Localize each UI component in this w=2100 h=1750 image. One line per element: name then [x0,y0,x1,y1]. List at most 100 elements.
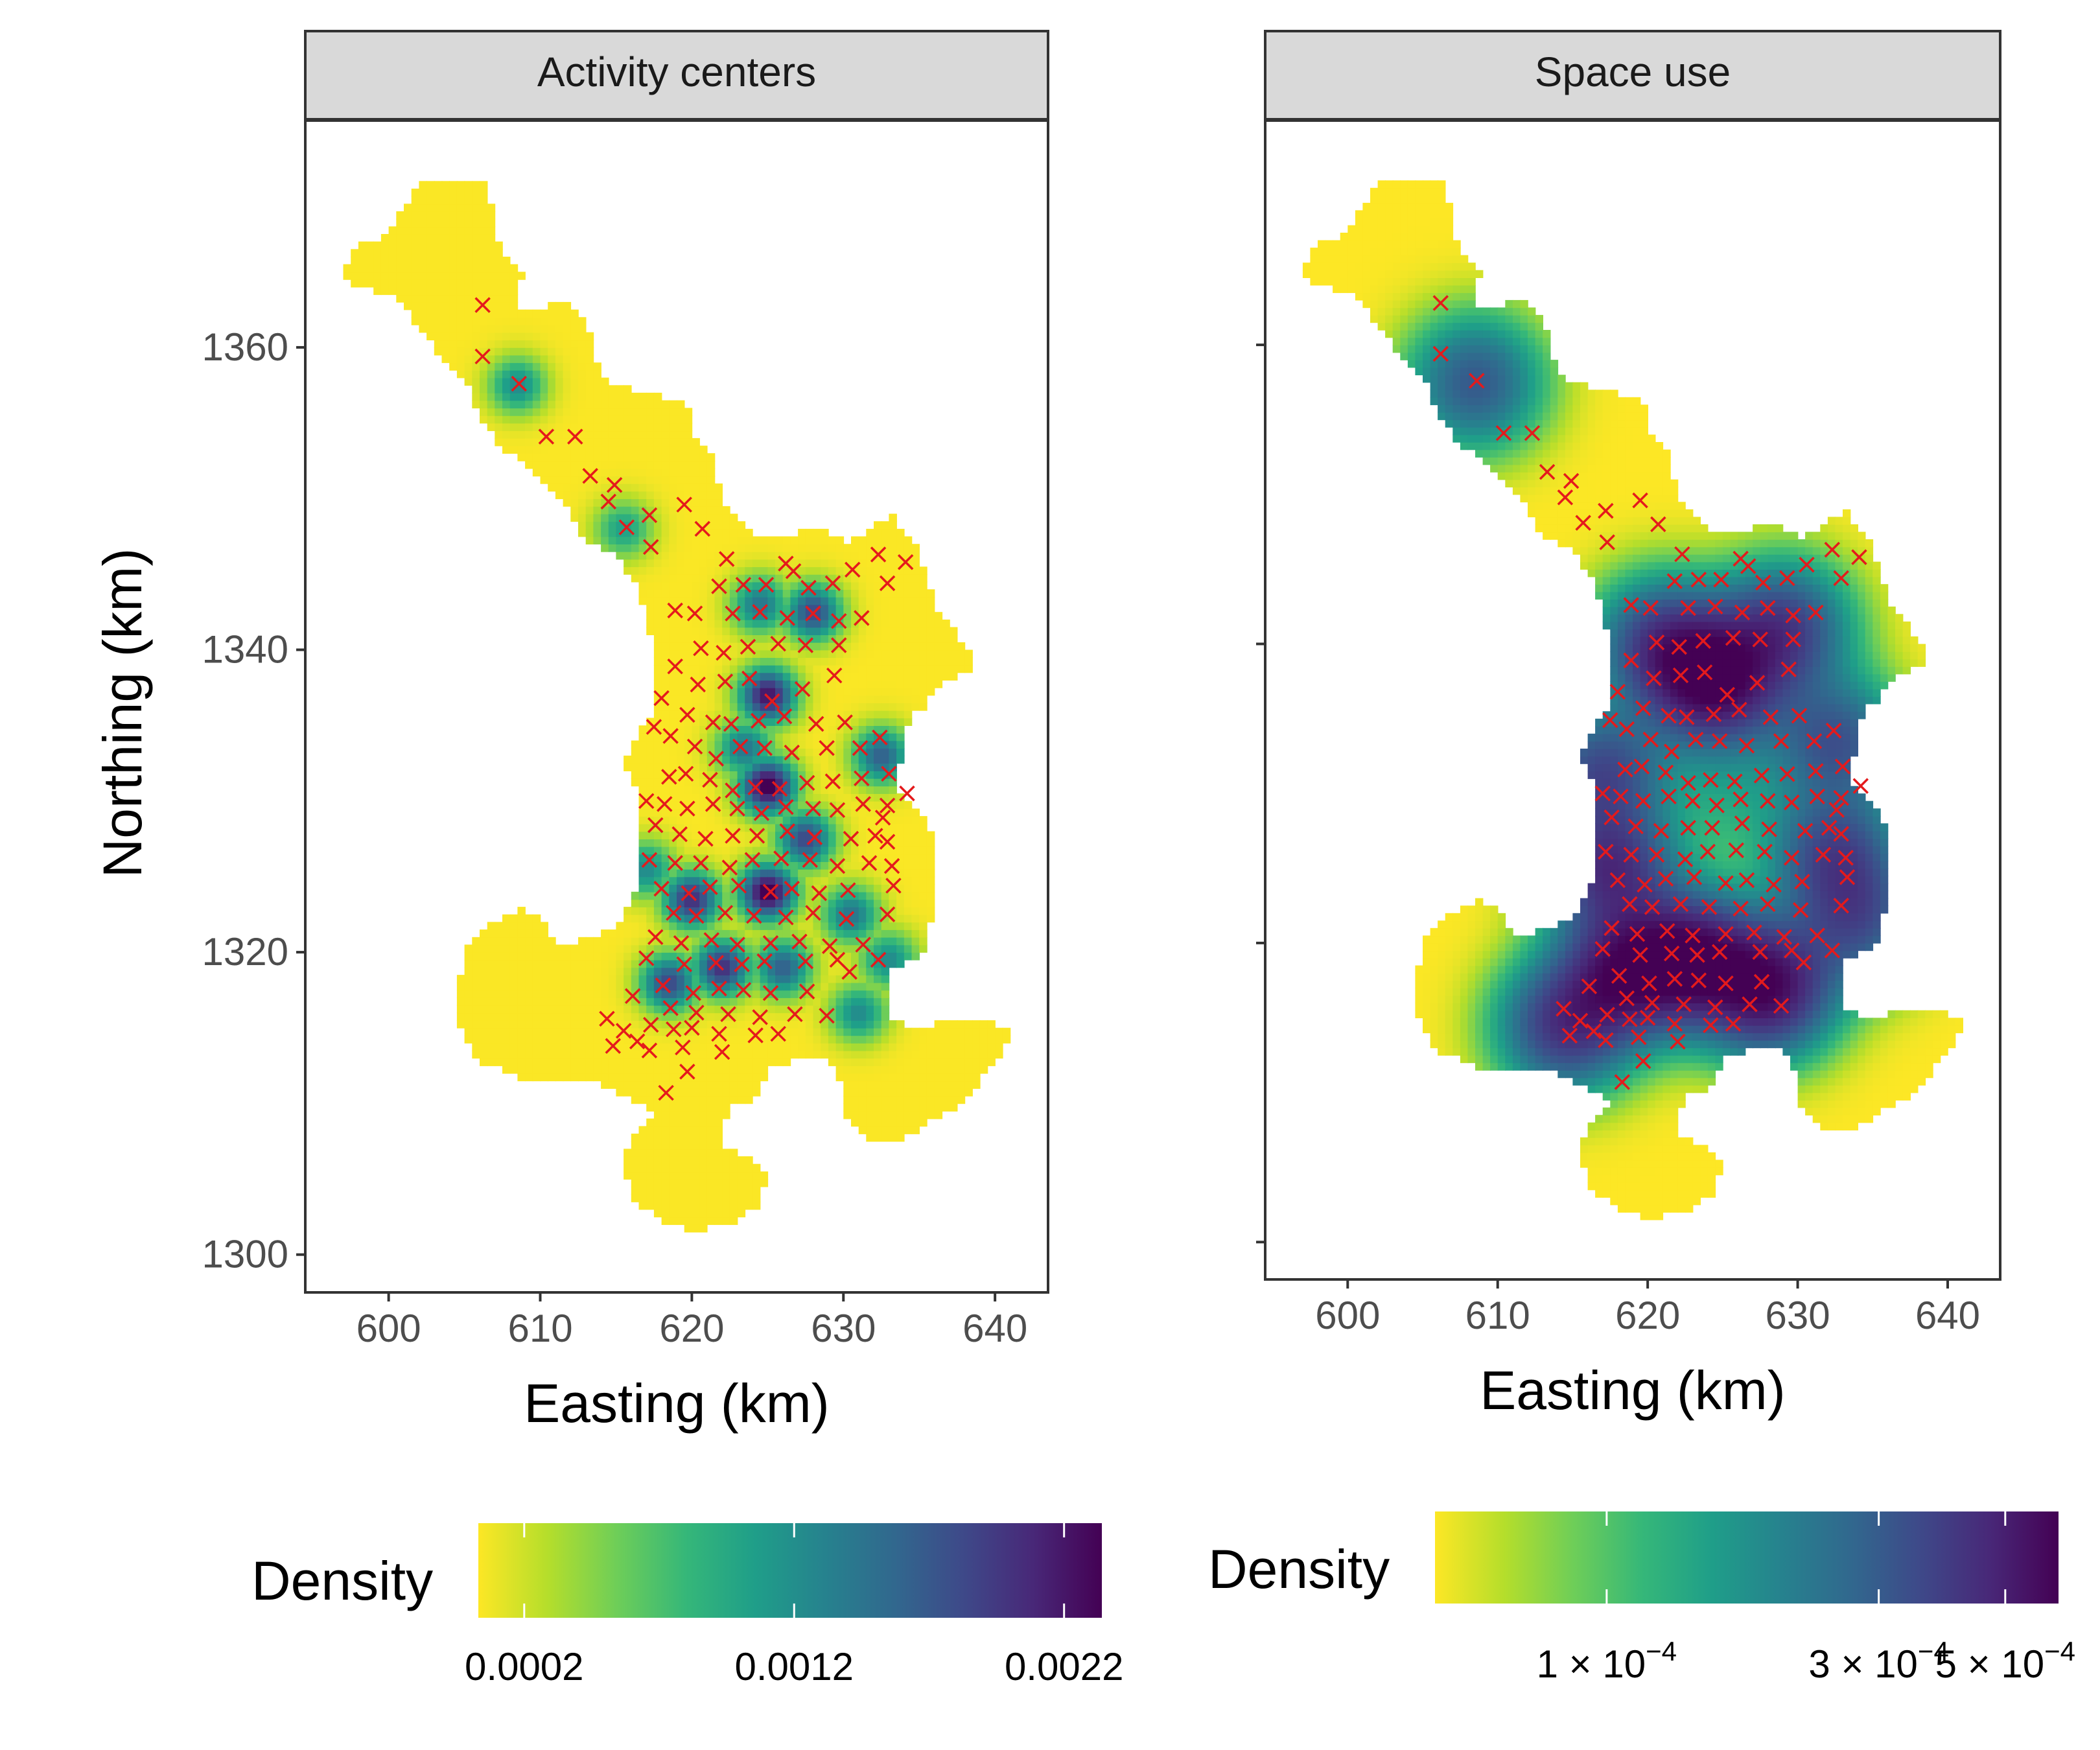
density-cell [601,937,609,946]
density-cell [396,234,404,242]
density-cell [555,400,564,409]
density-cell [904,695,913,703]
density-cell [548,1027,556,1036]
density-cell [813,755,821,764]
density-cell [843,990,852,998]
density-cell [631,574,640,583]
density-cell [419,249,427,257]
density-cell [706,1163,716,1172]
density-cell [881,612,890,620]
density-cell [1407,337,1416,345]
density-cell [646,491,655,500]
density-cell [638,423,647,432]
density-cell [745,1050,753,1059]
activity-center-marker [819,1007,835,1024]
density-cell [1392,337,1401,345]
density-cell [843,861,852,870]
density-cell [706,1186,716,1195]
density-cell [684,649,693,658]
density-cell [661,642,670,651]
density-cell [419,189,427,197]
density-cell [926,604,935,612]
density-cell [502,1043,511,1051]
density-cell [926,680,935,688]
density-cell [798,839,806,847]
density-cell [979,1050,988,1059]
density-cell [706,551,716,560]
density-cell [1355,248,1364,256]
density-cell [456,324,465,333]
density-cell [616,998,624,1006]
density-cell [593,959,601,968]
density-cell [874,1073,882,1082]
density-cell [752,975,761,983]
activity-center-marker [679,706,695,723]
density-cell [722,1179,730,1187]
activity-center-marker [752,603,768,620]
density-cell [706,453,716,461]
density-cell [904,649,913,658]
density-cell [790,635,799,643]
density-cell [706,1103,716,1112]
activity-center-marker [703,932,720,948]
density-cell [911,672,920,681]
density-cell [843,703,852,711]
density-cell [1407,307,1416,316]
density-cell [714,869,723,878]
density-cell [767,839,776,847]
density-cell [950,1020,958,1029]
density-cell [669,1103,677,1112]
density-cell [729,907,738,915]
density-cell [684,536,693,544]
density-cell [525,445,533,454]
density-cell [692,445,700,454]
density-cell [1370,285,1379,294]
density-cell [798,1005,806,1014]
density-cell [874,982,882,991]
density-cell [380,279,390,288]
density-cell [480,937,488,946]
density-cell [646,831,655,839]
density-cell [548,1043,556,1051]
density-cell [692,627,700,635]
density-cell [919,891,928,900]
density-cell [661,1050,670,1059]
density-cell [911,907,920,915]
density-cell [570,1012,579,1021]
density-cell [692,536,700,544]
activity-center-marker [686,605,703,622]
density-cell [866,536,874,544]
density-cell [532,324,541,333]
density-cell [593,1012,601,1021]
density-cell [911,1050,920,1059]
density-cell [692,1134,700,1142]
density-cell [737,899,746,907]
density-cell [699,967,708,975]
density-cell [396,264,404,273]
density-cell [1407,330,1416,338]
density-cell [517,309,526,318]
density-cell [684,566,693,575]
density-cell [669,869,677,878]
density-cell [745,944,753,953]
density-cell [745,929,753,938]
density-cell [684,680,693,688]
density-cell [760,695,769,703]
activity-center-marker [779,823,795,839]
density-cell [911,1035,920,1044]
density-cell [790,869,799,878]
density-cell [874,664,882,673]
density-cell [669,506,677,515]
density-cell [388,286,397,296]
activity-center-points [474,297,915,1101]
activity-center-marker [643,1016,659,1033]
density-cell [1385,299,1394,309]
density-cell [411,317,420,325]
density-cell [706,581,716,590]
density-cell [487,324,496,333]
density-cell [919,604,928,612]
activity-center-marker [694,520,710,537]
density-cell [722,695,730,703]
density-cell [1310,262,1318,271]
density-cell [653,944,662,953]
